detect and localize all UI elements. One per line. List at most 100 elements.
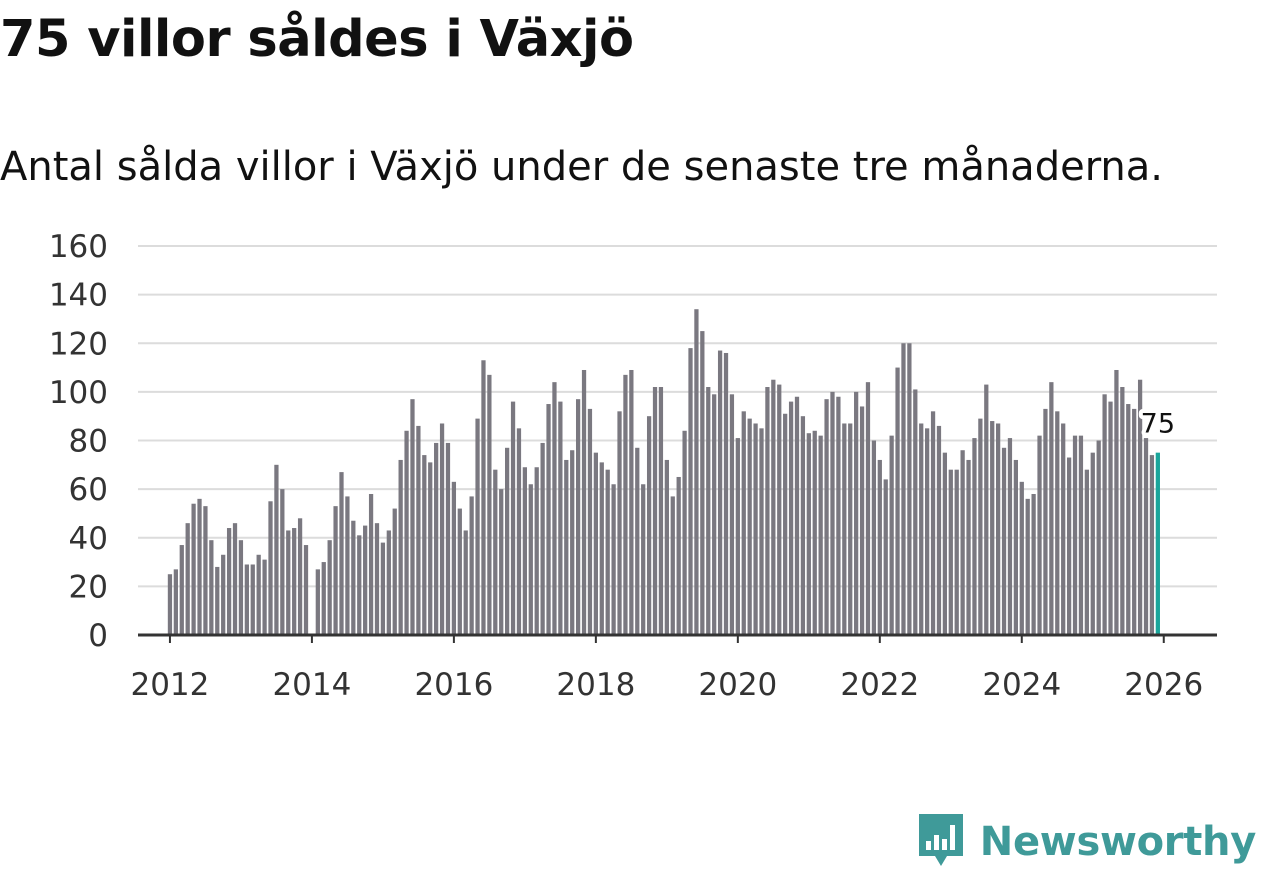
bar — [469, 496, 474, 635]
x-tick-label-2018: 2018 — [556, 667, 635, 703]
bar — [540, 442, 545, 635]
bar — [1007, 438, 1013, 635]
y-tick-label-120: 120 — [49, 326, 108, 362]
bar — [1114, 369, 1119, 635]
bar — [723, 352, 729, 635]
bar — [936, 425, 942, 635]
bar — [191, 503, 196, 635]
bar-latest — [1155, 452, 1160, 635]
bars — [167, 309, 1160, 635]
bar — [439, 423, 445, 635]
x-tick-label-2022: 2022 — [840, 667, 919, 703]
brand-name: Newsworthy — [979, 819, 1257, 865]
bar — [889, 435, 894, 635]
bar — [871, 440, 877, 635]
bar — [925, 428, 930, 635]
bar — [528, 484, 533, 635]
bar — [978, 418, 983, 635]
bar — [268, 501, 273, 635]
bar — [913, 389, 918, 635]
bar — [1084, 469, 1089, 635]
bar — [1143, 438, 1149, 635]
bar — [386, 530, 391, 635]
bar — [717, 350, 723, 635]
bar — [1061, 423, 1066, 635]
bar — [445, 442, 451, 635]
bar — [167, 574, 173, 635]
bar — [1149, 455, 1155, 635]
bar — [250, 564, 255, 635]
bar — [339, 472, 344, 635]
bar — [392, 508, 397, 635]
latest-value-label-halo: 75 — [1141, 409, 1175, 440]
bar — [960, 450, 965, 635]
y-tick-label-60: 60 — [69, 472, 108, 508]
bar — [221, 554, 226, 635]
bar — [1066, 457, 1072, 635]
bar — [244, 564, 249, 635]
bar — [907, 343, 912, 635]
bar — [570, 450, 575, 635]
bar — [747, 418, 752, 635]
bar — [1043, 408, 1048, 635]
bar — [984, 384, 989, 635]
bar — [859, 406, 865, 635]
bar — [398, 459, 403, 635]
bar — [404, 430, 409, 635]
bar — [1132, 408, 1137, 635]
bar — [712, 394, 717, 635]
bar — [741, 411, 746, 635]
bar — [587, 408, 593, 635]
bar — [664, 459, 669, 635]
bar — [865, 382, 871, 635]
bar — [321, 562, 326, 635]
bar — [451, 481, 457, 635]
chart-title: 75 villor såldes i Växjö — [0, 10, 634, 69]
bar — [895, 367, 900, 635]
bar — [788, 401, 794, 635]
bar — [315, 569, 320, 635]
bar — [297, 518, 303, 635]
bar — [292, 528, 297, 635]
bar — [1090, 452, 1095, 635]
bar — [652, 387, 658, 635]
y-tick-label-0: 0 — [88, 618, 108, 654]
bar — [232, 523, 238, 635]
x-tick-label-2026: 2026 — [1124, 667, 1203, 703]
bar — [374, 523, 380, 635]
bar — [765, 387, 770, 635]
bar — [593, 452, 598, 635]
bar — [564, 459, 569, 635]
bar — [641, 484, 646, 635]
bar — [422, 455, 427, 635]
bar — [682, 430, 687, 635]
bar — [658, 387, 664, 635]
bar — [481, 360, 486, 635]
bar — [942, 452, 948, 635]
bar — [280, 489, 285, 635]
bar — [995, 423, 1001, 635]
bar — [688, 348, 693, 635]
bar — [646, 416, 652, 635]
bar — [303, 545, 309, 635]
latest-value-label: 75 — [1141, 409, 1175, 440]
bar — [706, 387, 711, 635]
bar — [611, 484, 616, 635]
y-tick-label-140: 140 — [49, 278, 108, 314]
bar — [522, 467, 528, 635]
bar — [836, 396, 841, 635]
bar — [493, 469, 498, 635]
bar — [363, 525, 368, 635]
bar — [558, 401, 563, 635]
bar — [777, 384, 782, 635]
chart-subtitle: Antal sålda villor i Växjö under de sena… — [0, 144, 1164, 190]
bar — [463, 530, 468, 635]
bar — [700, 331, 705, 635]
bar — [487, 374, 492, 635]
y-tick-label-160: 160 — [49, 229, 108, 265]
bar — [357, 535, 362, 635]
bar — [901, 343, 906, 635]
bar — [410, 399, 415, 635]
bar — [599, 462, 604, 635]
bar — [327, 540, 332, 635]
